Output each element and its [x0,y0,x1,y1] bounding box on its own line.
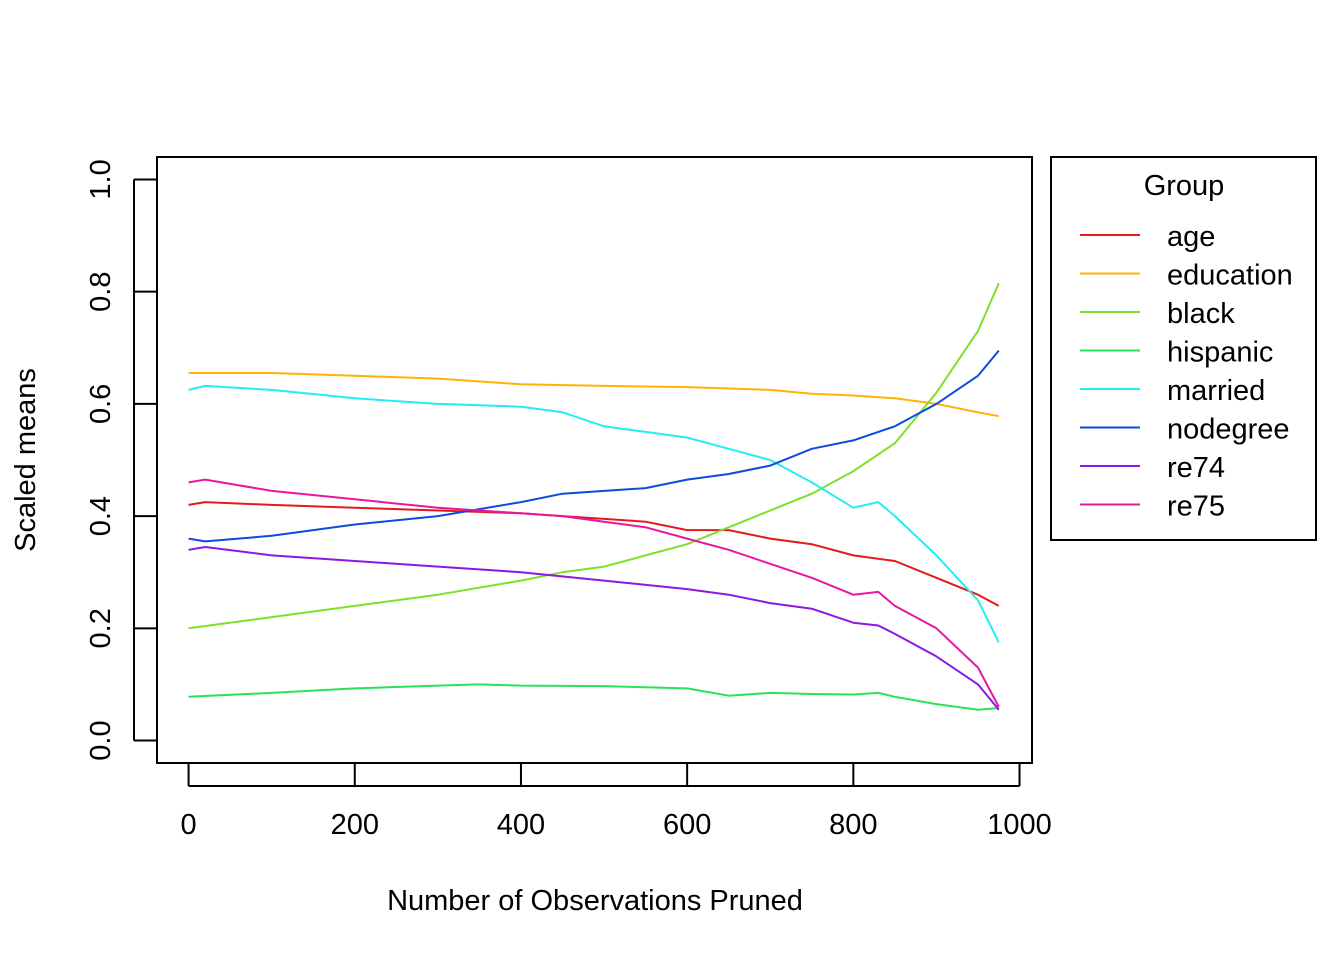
series-line-age [188,501,1000,607]
y-tick-label: 0.4 [85,496,117,536]
legend-label-hispanic: hispanic [1167,337,1273,369]
series-line-re75 [188,478,1000,708]
legend-label-nodegree: nodegree [1167,414,1290,446]
x-tick-label: 800 [829,809,877,841]
y-axis-title: Scaled means [10,368,42,552]
legend-label-education: education [1167,260,1293,292]
y-axis: 0.0 0.2 0.4 0.6 0.8 1.0 [85,159,156,761]
legend-box [1050,156,1317,541]
x-tick-label: 200 [331,809,379,841]
series-line-black [188,282,1000,630]
legend-title: Group [1144,170,1225,202]
x-axis: 0 200 400 600 800 1000 [181,764,1052,841]
series-line-nodegree [188,349,1000,543]
x-tick-label: 0 [181,809,197,841]
x-axis-title: Number of Observations Pruned [387,885,803,917]
legend: Group age education black hispanic married no… [1050,156,1317,541]
y-tick-label: 0.6 [85,384,117,424]
legend-label-black: black [1167,298,1235,330]
x-tick-label: 400 [497,809,545,841]
series-line-re74 [188,546,1000,711]
x-tick-label: 1000 [987,809,1052,841]
y-tick-label: 1.0 [85,159,117,199]
legend-label-married: married [1167,375,1265,407]
legend-label-re75: re75 [1167,491,1225,523]
series-line-married [188,384,1000,643]
plot-frame [156,156,1033,764]
y-tick-label: 0.0 [85,720,117,760]
x-tick-label: 600 [663,809,711,841]
y-tick-label: 0.8 [85,272,117,312]
series-line-hispanic [188,683,999,711]
legend-label-re74: re74 [1167,452,1225,484]
series-layer [188,282,1000,711]
series-line-education [188,372,999,418]
y-tick-label: 0.2 [85,608,117,648]
legend-label-age: age [1167,221,1215,253]
